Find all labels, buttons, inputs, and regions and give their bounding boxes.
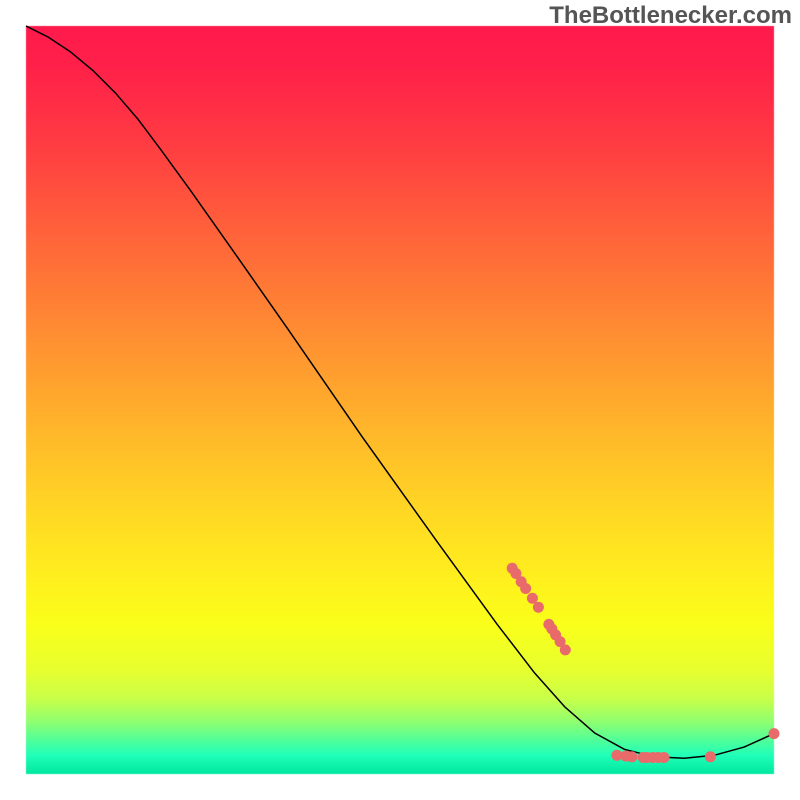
- data-point: [659, 752, 670, 763]
- bottleneck-curve: [26, 26, 774, 758]
- data-point: [705, 751, 716, 762]
- chart-overlay: [0, 0, 800, 800]
- data-point: [527, 593, 538, 604]
- data-point: [560, 644, 571, 655]
- bottleneck-chart: TheBottlenecker.com: [0, 0, 800, 800]
- data-point: [769, 728, 780, 739]
- data-point: [533, 602, 544, 613]
- watermark-text: TheBottlenecker.com: [549, 2, 792, 30]
- data-point: [520, 583, 531, 594]
- data-point: [626, 751, 637, 762]
